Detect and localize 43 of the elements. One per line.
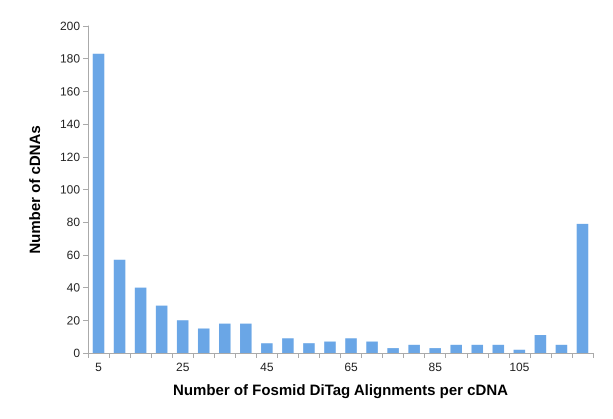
bar bbox=[261, 343, 273, 353]
y-tick-label: 100 bbox=[60, 182, 80, 196]
bar bbox=[114, 260, 126, 353]
y-tick-label: 140 bbox=[60, 117, 80, 132]
bar bbox=[514, 350, 526, 353]
y-axis-title: Number of cDNAs bbox=[27, 125, 44, 254]
bar bbox=[218, 324, 231, 353]
y-tick-label: 200 bbox=[60, 19, 80, 33]
bar bbox=[408, 344, 420, 353]
bar bbox=[92, 54, 104, 353]
y-tick-label: 0 bbox=[73, 346, 80, 360]
bar bbox=[198, 328, 210, 353]
bar bbox=[492, 344, 504, 353]
bar bbox=[429, 348, 441, 353]
y-tick-label: 180 bbox=[60, 52, 80, 66]
bar bbox=[345, 338, 357, 353]
x-tick-label: 85 bbox=[428, 360, 442, 374]
bar bbox=[576, 224, 588, 353]
bar bbox=[303, 343, 315, 353]
bar bbox=[534, 335, 546, 353]
y-tick-label: 120 bbox=[60, 150, 80, 164]
y-tick-label: 80 bbox=[66, 215, 80, 230]
bar bbox=[324, 342, 336, 353]
bar bbox=[282, 338, 294, 353]
bar bbox=[156, 306, 168, 353]
x-tick-label: 25 bbox=[176, 360, 190, 374]
x-tick-label: 105 bbox=[509, 360, 530, 374]
bar bbox=[556, 344, 568, 353]
bar bbox=[176, 320, 188, 353]
y-tick-label: 20 bbox=[66, 313, 80, 328]
bar bbox=[240, 324, 252, 353]
bar bbox=[134, 288, 146, 353]
y-tick-label: 60 bbox=[66, 248, 80, 262]
x-tick-label: 45 bbox=[260, 360, 274, 374]
x-tick-label: 65 bbox=[344, 360, 358, 374]
y-tick-label: 160 bbox=[60, 84, 80, 98]
bar bbox=[450, 344, 462, 353]
bar bbox=[471, 344, 484, 353]
x-tick-label: 5 bbox=[95, 360, 102, 374]
bar bbox=[366, 342, 378, 353]
x-axis-title: Number of Fosmid DiTag Alignments per cDNA bbox=[172, 382, 508, 399]
y-tick-label: 40 bbox=[66, 280, 80, 295]
bar bbox=[387, 348, 399, 353]
